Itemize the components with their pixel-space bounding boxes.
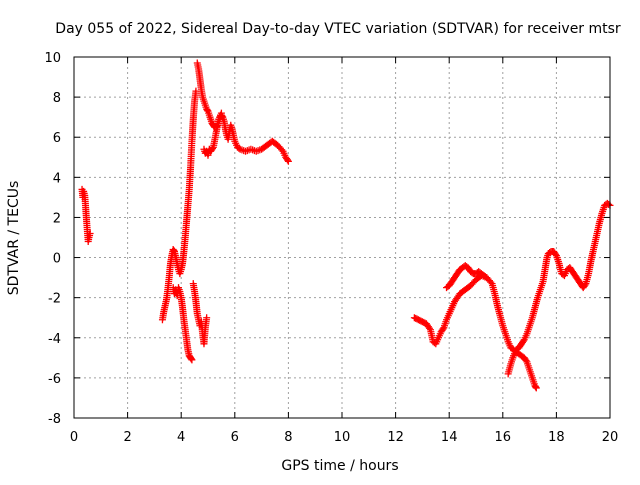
tick-labels: 0 2 4 6 8 10 12 14 16 18 20 -8 -6 -4 -2 0 2 4 6 8 10 bbox=[44, 51, 618, 445]
data-point bbox=[425, 324, 433, 332]
x-tick-label: 18 bbox=[548, 430, 565, 445]
data-point bbox=[483, 274, 491, 282]
data-point bbox=[86, 229, 94, 237]
y-tick-label: 10 bbox=[44, 51, 61, 66]
x-tick-label: 10 bbox=[334, 430, 351, 445]
data-point bbox=[522, 357, 530, 365]
x-tick-label: 2 bbox=[123, 430, 131, 445]
x-tick-label: 20 bbox=[602, 430, 619, 445]
data-series bbox=[78, 59, 614, 392]
data-point bbox=[487, 278, 495, 286]
data-point bbox=[208, 145, 216, 153]
data-point bbox=[217, 109, 225, 117]
data-point bbox=[532, 384, 540, 392]
y-tick-label: 2 bbox=[53, 211, 61, 226]
data-point bbox=[552, 250, 560, 258]
data-point bbox=[249, 146, 257, 154]
y-tick-label: -8 bbox=[48, 412, 61, 427]
x-tick-label: 6 bbox=[231, 430, 239, 445]
data-point bbox=[439, 325, 447, 333]
data-point bbox=[188, 356, 196, 364]
x-tick-label: 0 bbox=[70, 430, 78, 445]
y-tick-label: -2 bbox=[48, 292, 61, 307]
x-tick-label: 8 bbox=[284, 430, 292, 445]
data-point bbox=[284, 157, 292, 165]
x-tick-label: 4 bbox=[177, 430, 185, 445]
data-point bbox=[187, 355, 195, 363]
data-point bbox=[203, 314, 211, 322]
data-point bbox=[278, 146, 286, 154]
data-point bbox=[243, 147, 251, 155]
x-axis-label: GPS time / hours bbox=[281, 458, 398, 474]
data-point bbox=[235, 144, 243, 152]
chart-title: Day 055 of 2022, Sidereal Day-to-day VTE… bbox=[55, 21, 621, 37]
axis-ticks bbox=[73, 56, 611, 419]
data-point bbox=[481, 273, 489, 281]
y-tick-label: 4 bbox=[53, 171, 61, 186]
data-point bbox=[532, 383, 540, 391]
y-tick-label: -4 bbox=[48, 332, 61, 347]
data-point bbox=[203, 106, 211, 114]
x-tick-label: 14 bbox=[441, 430, 458, 445]
data-point bbox=[170, 247, 178, 255]
x-tick-label: 12 bbox=[387, 430, 404, 445]
y-axis-label: SDTVAR / TECUs bbox=[6, 181, 22, 296]
data-point bbox=[605, 200, 613, 208]
y-tick-label: 8 bbox=[53, 91, 61, 106]
y-tick-label: 0 bbox=[53, 252, 61, 267]
y-tick-label: -6 bbox=[48, 372, 61, 387]
data-point bbox=[284, 156, 292, 164]
data-point bbox=[581, 281, 589, 289]
grid bbox=[74, 57, 610, 418]
x-tick-label: 16 bbox=[495, 430, 512, 445]
y-tick-label: 6 bbox=[53, 131, 61, 146]
